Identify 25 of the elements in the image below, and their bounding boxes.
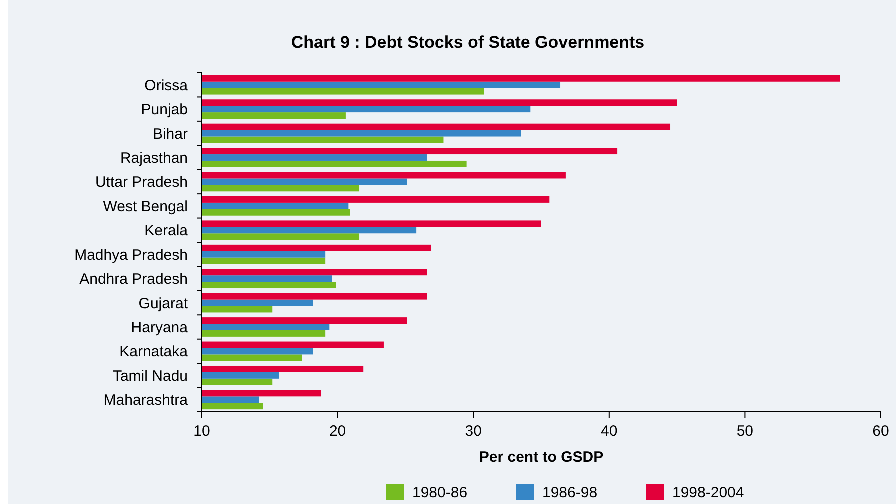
y-tick-label: Punjab bbox=[141, 102, 188, 119]
y-tick-label: Haryana bbox=[131, 320, 189, 336]
legend-label: 1980-86 bbox=[412, 484, 468, 502]
y-tick-label: Uttar Pradesh bbox=[95, 174, 188, 192]
x-tick-label: 10 bbox=[194, 423, 210, 440]
x-tick-label: 50 bbox=[736, 423, 754, 440]
x-tick-label: 30 bbox=[465, 423, 482, 440]
y-tick-label: Kerala bbox=[144, 222, 189, 240]
y-tick-label: Orissa bbox=[144, 77, 189, 94]
y-tick-label: Andhra Pradesh bbox=[80, 271, 188, 288]
y-tick-label: Gujarat bbox=[138, 295, 189, 312]
y-tick-label: Maharashtra bbox=[104, 392, 189, 410]
y-tick-label: Tamil Nadu bbox=[112, 368, 188, 385]
x-tick-label: 40 bbox=[601, 423, 618, 440]
x-axis-title: Per cent to GSDP bbox=[479, 449, 604, 466]
y-tick-label: Rajasthan bbox=[120, 150, 188, 167]
chart-title: Chart 9 : Debt Stocks of State Governments bbox=[291, 33, 645, 52]
y-tick-label: Madhya Pradesh bbox=[74, 246, 188, 264]
y-tick-label: Bihar bbox=[152, 126, 188, 143]
y-tick-label: West Bengal bbox=[103, 198, 188, 216]
x-tick-label: 60 bbox=[872, 423, 890, 440]
legend-label: 1986-98 bbox=[542, 484, 598, 502]
x-tick-label: 20 bbox=[329, 423, 346, 440]
legend-label: 1998-2004 bbox=[672, 484, 744, 502]
y-tick-label: Karnataka bbox=[120, 344, 189, 361]
